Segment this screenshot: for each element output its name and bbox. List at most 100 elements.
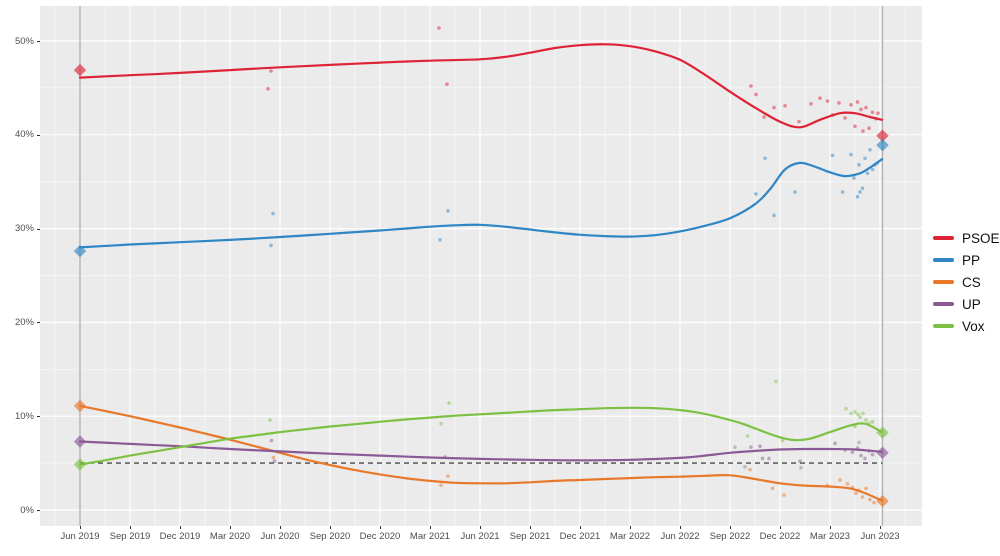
scatter-point-PP (763, 156, 767, 161)
scatter-point-CS (860, 495, 865, 499)
scatter-point-Vox (853, 410, 857, 414)
scatter-point-CS (845, 481, 850, 486)
scatter-point-Vox (864, 418, 868, 422)
y-tick-mark (37, 322, 40, 324)
scatter-point-UP (749, 445, 753, 449)
x-tick-mark (880, 526, 881, 529)
y-tick-label: 10% (14, 410, 34, 422)
x-tick-label: Jun 2022 (660, 531, 700, 542)
x-tick-label: Dec 2021 (559, 531, 601, 542)
x-tick-label: Sep 2019 (109, 531, 151, 542)
legend-key-line (933, 280, 954, 284)
scatter-point-Vox (780, 438, 785, 443)
scatter-point-PSOE (849, 102, 853, 107)
scatter-point-PSOE (825, 99, 830, 103)
legend-key-line (933, 258, 954, 262)
scatter-point-PSOE (445, 82, 449, 86)
scatter-point-PSOE (754, 92, 758, 97)
legend-key-line (933, 324, 954, 328)
scatter-point-UP (272, 459, 277, 464)
scatter-point-PP (863, 156, 867, 161)
x-tick-mark (830, 526, 831, 529)
scatter-point-PSOE (861, 129, 865, 133)
scatter-point-Vox (870, 420, 875, 424)
scatter-point-PSOE (843, 116, 847, 120)
scatter-point-CS (872, 500, 876, 505)
scatter-point-PP (271, 211, 275, 216)
scatter-point-Vox (858, 415, 862, 419)
scatter-point-PSOE (867, 126, 871, 131)
election-result-diamond-UP (876, 446, 889, 459)
x-tick-mark (280, 526, 281, 529)
y-tick-mark (37, 134, 40, 136)
scatter-point-Vox (439, 421, 443, 426)
scatter-point-other (733, 445, 737, 449)
y-tick-mark (37, 41, 40, 42)
scatter-point-Vox (849, 411, 853, 416)
election-result-diamond-Vox (876, 426, 889, 439)
scatter-point-CS (868, 497, 872, 502)
scatter-point-PSOE (437, 26, 441, 30)
scatter-point-PSOE (818, 96, 822, 101)
election-result-diamond-CS (73, 399, 87, 413)
scatter-point-UP (833, 441, 837, 446)
scatter-point-other (743, 465, 747, 469)
y-tick-mark (37, 510, 40, 511)
scatter-point-PP (849, 152, 853, 157)
x-tick-mark (580, 526, 581, 529)
scatter-point-PSOE (269, 69, 273, 73)
x-tick-label: Mar 2021 (409, 531, 451, 542)
y-tick-label: 40% (14, 129, 34, 141)
scatter-point-PSOE (853, 124, 857, 129)
election-result-diamond-Vox (73, 458, 87, 471)
scatter-point-UP (870, 452, 875, 457)
trend-line-UP (78, 440, 884, 462)
scatter-point-PSOE (876, 111, 880, 116)
scatter-point-PSOE (772, 105, 776, 110)
trend-line-PP (78, 158, 884, 249)
x-tick-mark (330, 526, 331, 529)
election-result-diamond-PP (73, 244, 87, 258)
legend-item-Vox: Vox (933, 315, 1000, 337)
election-result-diamond-UP (73, 435, 87, 448)
scatter-point-PP (858, 190, 862, 194)
x-tick-label: Mar 2020 (209, 531, 251, 542)
scatter-point-PSOE (859, 107, 863, 112)
scatter-point-UP (850, 450, 855, 455)
scatter-point-PSOE (855, 100, 860, 104)
legend-item-PSOE: PSOE (933, 227, 1000, 249)
election-result-diamond-CS (876, 494, 889, 508)
x-tick-label: Jun 2020 (260, 531, 300, 542)
scatter-point-other (857, 440, 861, 445)
scatter-point-UP (767, 456, 771, 461)
election-result-diamond-PSOE (73, 63, 87, 77)
scatter-point-PP (446, 208, 450, 213)
x-tick-label: Dec 2019 (159, 531, 201, 542)
scatter-point-UP (269, 438, 274, 443)
scatter-point-CS (770, 486, 775, 491)
x-tick-label: Dec 2022 (759, 531, 801, 542)
scatter-point-PP (754, 192, 758, 196)
legend-label: PP (962, 252, 981, 268)
x-tick-label: Jun 2023 (860, 531, 900, 542)
legend-item-UP: UP (933, 293, 1000, 315)
scatter-point-CS (782, 493, 786, 497)
scatter-point-UP (863, 456, 867, 461)
scatter-point-CS (748, 467, 752, 472)
scatter-point-PP (830, 153, 835, 158)
election-result-diamond-PSOE (876, 129, 889, 142)
scatter-point-PP (840, 190, 845, 194)
scatter-point-PSOE (783, 103, 787, 108)
scatter-point-CS (446, 474, 450, 479)
y-tick-label: 50% (14, 35, 34, 47)
scatter-point-PP (269, 243, 273, 248)
scatter-point-PSOE (266, 87, 270, 91)
plot-panel (40, 6, 922, 526)
scatter-point-CS (271, 455, 276, 460)
scatter-point-Vox (447, 401, 451, 405)
scatter-point-PSOE (809, 102, 813, 106)
scatter-point-UP (859, 453, 863, 458)
scatter-point-PP (793, 190, 797, 194)
scatter-point-UP (798, 459, 802, 464)
